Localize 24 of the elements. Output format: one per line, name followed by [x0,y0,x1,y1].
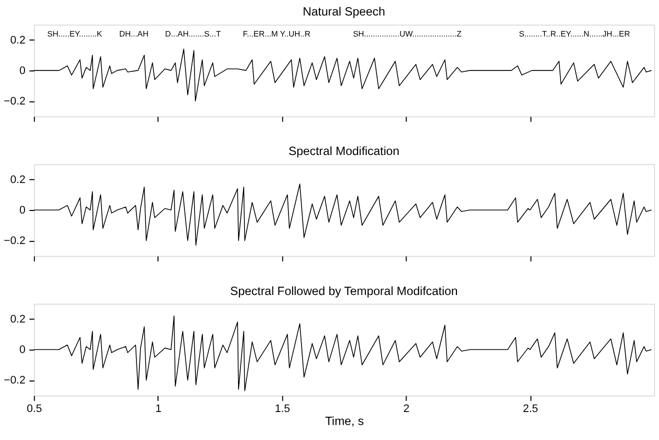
y-tick-label: −0.2 [4,374,26,387]
x-tick-label: 1 [155,402,162,415]
y-tick-label: 0 [19,64,26,77]
y-tick-label: −0.2 [4,235,26,248]
annotation: DH...AH [119,30,149,39]
chart-title: Natural Speech [302,4,386,19]
y-tick-label: 0 [19,204,26,217]
chart-title: Spectral Modification [288,144,400,158]
y-tick-label: 0 [19,344,26,356]
annotation: S........T..R..EY......N......JH...ER [518,30,630,39]
annotation: D...AH.......S...T [165,30,222,39]
annotation: F...ER...M Y..UH..R [242,30,311,39]
x-axis-title: Time, s [325,414,364,428]
y-tick-label: 0.2 [10,314,26,326]
y-tick-label: −0.2 [4,96,26,108]
annotation: SH.....EY........K [47,30,103,39]
x-tick-label: 1.5 [274,402,290,415]
x-tick-label: 2 [403,402,410,415]
y-tick-label: 0.2 [10,174,26,186]
annotation: SH................UW....................Z [352,30,462,39]
x-tick-label: 0.5 [26,402,42,415]
x-tick-label: 2.5 [522,402,538,415]
chart-title: Spectral Followed by Temporal Modifcation [230,284,458,298]
y-tick-label: 0.2 [10,34,26,46]
